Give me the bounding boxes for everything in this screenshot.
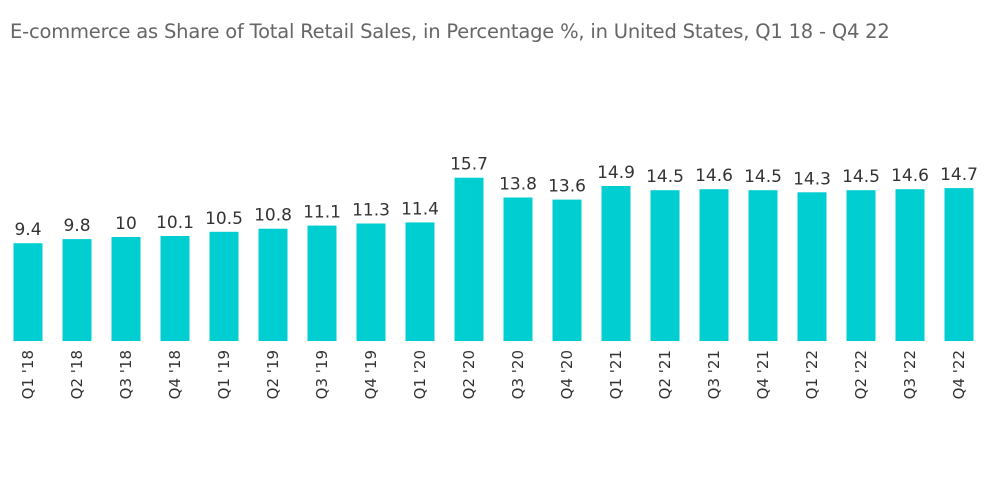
x-tick-label: Q1 '19 — [215, 350, 233, 399]
value-label: 14.3 — [793, 169, 831, 189]
bar — [160, 236, 190, 341]
value-label: 15.7 — [450, 155, 488, 175]
value-label: 10 — [115, 214, 137, 234]
value-labels-group: 9.4 9.8 10 10.1 10.5 10.8 11.1 11.3 11.4 15.7 13.8… — [14, 155, 977, 241]
value-label: 10.8 — [254, 206, 292, 226]
bars-group — [13, 177, 974, 341]
bar — [748, 190, 778, 341]
x-tick-label: Q3 '22 — [901, 350, 919, 399]
value-label: 14.6 — [891, 166, 929, 186]
bar — [699, 189, 729, 341]
bar — [846, 190, 876, 341]
value-label: 14.5 — [744, 167, 782, 187]
bar — [601, 186, 631, 341]
bar — [503, 197, 533, 341]
x-tick-label: Q4 '22 — [950, 350, 968, 399]
x-tick-label: Q2 '19 — [264, 350, 282, 399]
x-tick-label: Q1 '18 — [19, 350, 37, 399]
value-label: 9.8 — [63, 216, 90, 236]
value-label: 14.5 — [842, 167, 880, 187]
bar — [307, 225, 337, 341]
bar — [13, 243, 43, 341]
bar — [356, 223, 386, 341]
value-label: 14.9 — [597, 163, 635, 183]
bar — [552, 199, 582, 341]
value-label: 10.1 — [156, 213, 194, 233]
tick-labels-group: Q1 '18 Q2 '18 Q3 '18 Q4 '18 Q1 '19 Q2 '19 Q3 '… — [19, 350, 968, 399]
value-label: 10.5 — [205, 209, 243, 229]
value-label: 11.4 — [401, 199, 439, 219]
chart-title: E-commerce as Share of Total Retail Sale… — [10, 20, 890, 43]
bar — [62, 239, 92, 341]
bar — [209, 231, 239, 341]
bar — [405, 222, 435, 341]
value-label: 11.1 — [303, 203, 341, 223]
value-label: 13.6 — [548, 177, 586, 197]
x-tick-label: Q2 '18 — [68, 350, 86, 399]
bar — [797, 192, 827, 341]
bar — [111, 237, 141, 341]
x-tick-label: Q3 '20 — [509, 350, 527, 399]
x-tick-label: Q2 '22 — [852, 350, 870, 399]
value-label: 9.4 — [14, 220, 41, 240]
x-tick-label: Q4 '21 — [754, 350, 772, 399]
x-tick-label: Q4 '20 — [558, 350, 576, 399]
bar — [895, 189, 925, 341]
value-label: 14.5 — [646, 167, 684, 187]
x-tick-label: Q1 '21 — [607, 350, 625, 399]
value-label: 13.8 — [499, 175, 537, 195]
bar — [454, 177, 484, 341]
x-tick-label: Q1 '20 — [411, 350, 429, 399]
bar — [650, 190, 680, 341]
x-tick-label: Q2 '20 — [460, 350, 478, 399]
x-tick-label: Q4 '18 — [166, 350, 184, 399]
x-tick-label: Q1 '22 — [803, 350, 821, 399]
x-tick-label: Q3 '19 — [313, 350, 331, 399]
value-label: 11.3 — [352, 201, 390, 221]
x-tick-label: Q3 '21 — [705, 350, 723, 399]
value-label: 14.6 — [695, 166, 733, 186]
value-label: 14.7 — [940, 165, 978, 185]
bar — [944, 188, 974, 341]
bar — [258, 228, 288, 341]
x-tick-label: Q2 '21 — [656, 350, 674, 399]
x-tick-label: Q4 '19 — [362, 350, 380, 399]
x-tick-label: Q3 '18 — [117, 350, 135, 399]
